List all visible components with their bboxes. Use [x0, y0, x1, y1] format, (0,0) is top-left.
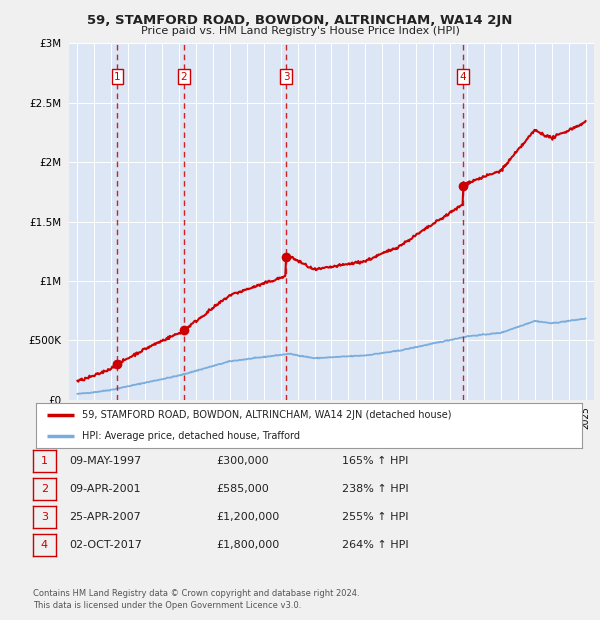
Text: 09-MAY-1997: 09-MAY-1997 — [69, 456, 141, 466]
Text: 02-OCT-2017: 02-OCT-2017 — [69, 540, 142, 550]
Text: 59, STAMFORD ROAD, BOWDON, ALTRINCHAM, WA14 2JN: 59, STAMFORD ROAD, BOWDON, ALTRINCHAM, W… — [88, 14, 512, 27]
Text: 255% ↑ HPI: 255% ↑ HPI — [342, 512, 409, 522]
Text: £1,200,000: £1,200,000 — [216, 512, 279, 522]
Text: 59, STAMFORD ROAD, BOWDON, ALTRINCHAM, WA14 2JN (detached house): 59, STAMFORD ROAD, BOWDON, ALTRINCHAM, W… — [82, 410, 452, 420]
Text: 3: 3 — [283, 72, 289, 82]
Text: £585,000: £585,000 — [216, 484, 269, 494]
Text: 2: 2 — [41, 484, 48, 494]
Text: 3: 3 — [41, 512, 48, 522]
Text: 09-APR-2001: 09-APR-2001 — [69, 484, 140, 494]
Text: £1,800,000: £1,800,000 — [216, 540, 279, 550]
Text: 238% ↑ HPI: 238% ↑ HPI — [342, 484, 409, 494]
Text: This data is licensed under the Open Government Licence v3.0.: This data is licensed under the Open Gov… — [33, 601, 301, 609]
Text: £300,000: £300,000 — [216, 456, 269, 466]
Text: Contains HM Land Registry data © Crown copyright and database right 2024.: Contains HM Land Registry data © Crown c… — [33, 590, 359, 598]
Text: 4: 4 — [41, 540, 48, 550]
Text: 165% ↑ HPI: 165% ↑ HPI — [342, 456, 409, 466]
Text: Price paid vs. HM Land Registry's House Price Index (HPI): Price paid vs. HM Land Registry's House … — [140, 26, 460, 36]
Text: 25-APR-2007: 25-APR-2007 — [69, 512, 141, 522]
Text: HPI: Average price, detached house, Trafford: HPI: Average price, detached house, Traf… — [82, 430, 301, 441]
Text: 1: 1 — [41, 456, 48, 466]
Text: 4: 4 — [460, 72, 466, 82]
Text: 2: 2 — [181, 72, 187, 82]
Text: 264% ↑ HPI: 264% ↑ HPI — [342, 540, 409, 550]
Text: 1: 1 — [114, 72, 121, 82]
